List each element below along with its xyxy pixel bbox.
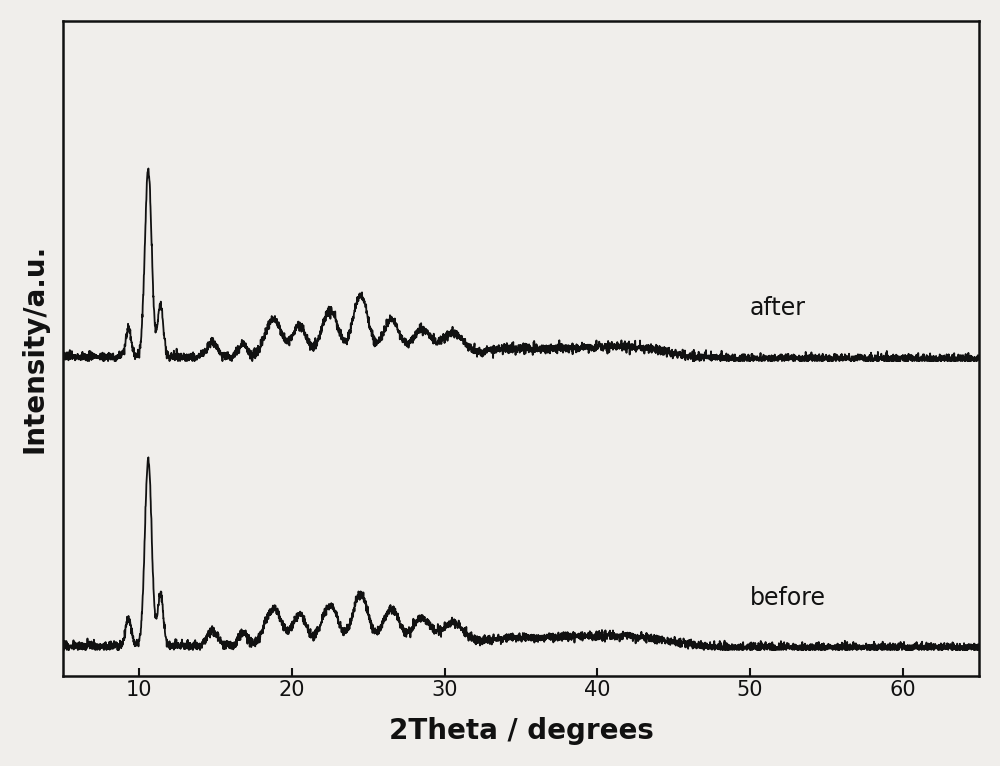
X-axis label: 2Theta / degrees: 2Theta / degrees (389, 717, 653, 745)
Text: after: after (750, 296, 806, 320)
Y-axis label: Intensity/a.u.: Intensity/a.u. (21, 244, 49, 453)
Text: before: before (750, 586, 826, 610)
